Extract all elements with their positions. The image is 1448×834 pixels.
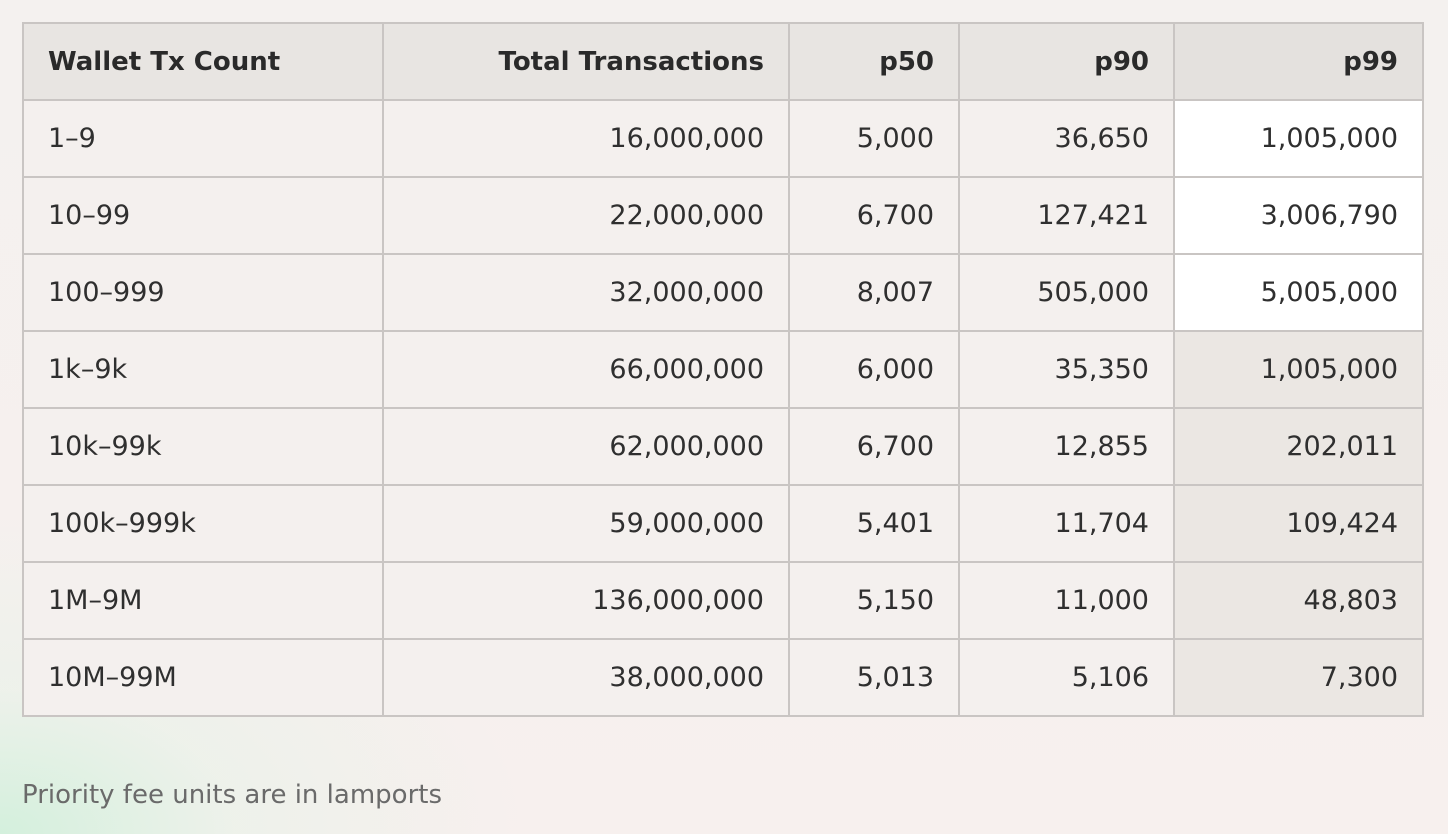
- cell-wallet-tx-count: 10–99: [22, 176, 384, 255]
- cell-p90: 35,350: [958, 330, 1175, 409]
- cell-total-transactions: 59,000,000: [382, 484, 790, 563]
- cell-p50: 5,000: [788, 99, 960, 178]
- cell-p99: 5,005,000: [1173, 253, 1424, 332]
- cell-wallet-tx-count: 1M–9M: [22, 561, 384, 640]
- cell-p99: 202,011: [1173, 407, 1424, 486]
- priority-fee-table: Wallet Tx Count Total Transactions p50 p…: [22, 22, 1424, 717]
- cell-p90: 12,855: [958, 407, 1175, 486]
- cell-p50: 6,700: [788, 407, 960, 486]
- cell-p50: 5,150: [788, 561, 960, 640]
- cell-p90: 5,106: [958, 638, 1175, 717]
- footnote: Priority fee units are in lamports: [22, 780, 442, 810]
- cell-p90: 127,421: [958, 176, 1175, 255]
- cell-p99: 7,300: [1173, 638, 1424, 717]
- table-row: 1M–9M 136,000,000 5,150 11,000 48,803: [22, 561, 1424, 640]
- cell-total-transactions: 62,000,000: [382, 407, 790, 486]
- cell-p90: 505,000: [958, 253, 1175, 332]
- table-row: 1k–9k 66,000,000 6,000 35,350 1,005,000: [22, 330, 1424, 409]
- cell-total-transactions: 136,000,000: [382, 561, 790, 640]
- cell-total-transactions: 32,000,000: [382, 253, 790, 332]
- cell-total-transactions: 16,000,000: [382, 99, 790, 178]
- cell-wallet-tx-count: 1k–9k: [22, 330, 384, 409]
- cell-p50: 5,401: [788, 484, 960, 563]
- cell-p50: 6,700: [788, 176, 960, 255]
- table-row: 100k–999k 59,000,000 5,401 11,704 109,42…: [22, 484, 1424, 563]
- header-p90: p90: [958, 22, 1175, 101]
- cell-total-transactions: 38,000,000: [382, 638, 790, 717]
- cell-p99: 1,005,000: [1173, 330, 1424, 409]
- cell-p50: 5,013: [788, 638, 960, 717]
- cell-p99: 1,005,000: [1173, 99, 1424, 178]
- cell-p50: 6,000: [788, 330, 960, 409]
- header-p50: p50: [788, 22, 960, 101]
- table-row: 10M–99M 38,000,000 5,013 5,106 7,300: [22, 638, 1424, 717]
- cell-wallet-tx-count: 10k–99k: [22, 407, 384, 486]
- cell-p99: 3,006,790: [1173, 176, 1424, 255]
- cell-wallet-tx-count: 100–999: [22, 253, 384, 332]
- cell-p50: 8,007: [788, 253, 960, 332]
- cell-wallet-tx-count: 10M–99M: [22, 638, 384, 717]
- table-row: 10–99 22,000,000 6,700 127,421 3,006,790: [22, 176, 1424, 255]
- cell-wallet-tx-count: 1–9: [22, 99, 384, 178]
- table-row: 1–9 16,000,000 5,000 36,650 1,005,000: [22, 99, 1424, 178]
- table-header-row: Wallet Tx Count Total Transactions p50 p…: [22, 22, 1424, 101]
- cell-p90: 11,704: [958, 484, 1175, 563]
- cell-p90: 11,000: [958, 561, 1175, 640]
- cell-total-transactions: 22,000,000: [382, 176, 790, 255]
- fee-table-container: Wallet Tx Count Total Transactions p50 p…: [22, 22, 1424, 717]
- cell-p99: 109,424: [1173, 484, 1424, 563]
- cell-wallet-tx-count: 100k–999k: [22, 484, 384, 563]
- header-wallet-tx-count: Wallet Tx Count: [22, 22, 384, 101]
- table-row: 10k–99k 62,000,000 6,700 12,855 202,011: [22, 407, 1424, 486]
- header-p99: p99: [1173, 22, 1424, 101]
- table-row: 100–999 32,000,000 8,007 505,000 5,005,0…: [22, 253, 1424, 332]
- cell-p99: 48,803: [1173, 561, 1424, 640]
- cell-total-transactions: 66,000,000: [382, 330, 790, 409]
- header-total-transactions: Total Transactions: [382, 22, 790, 101]
- cell-p90: 36,650: [958, 99, 1175, 178]
